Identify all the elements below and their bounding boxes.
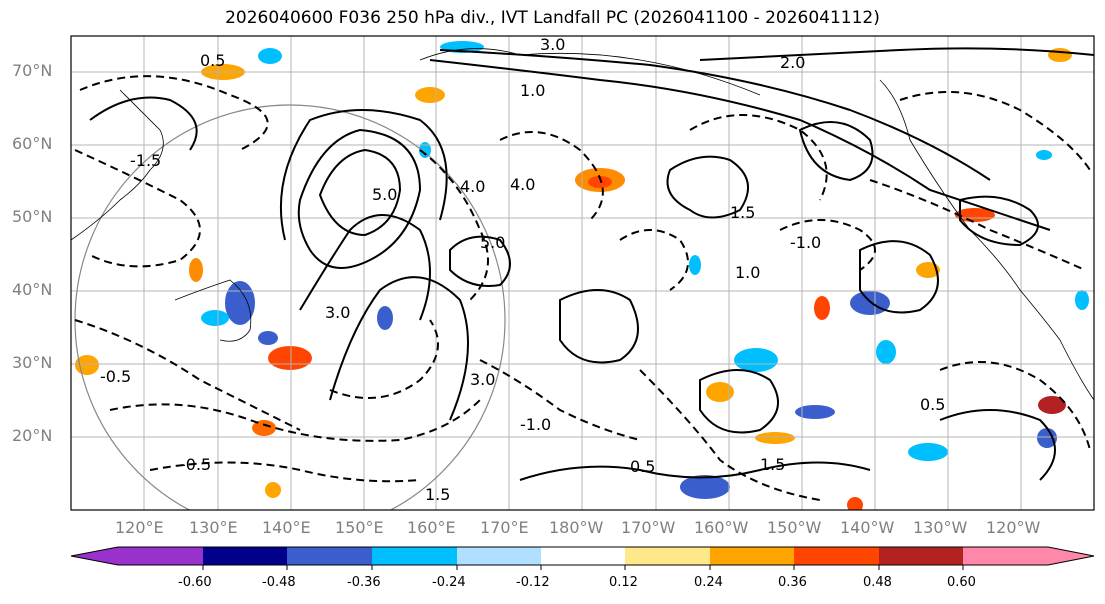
- div-patch: [1036, 150, 1052, 160]
- div-patch: [734, 348, 778, 372]
- lon-label: 150°E: [335, 518, 384, 537]
- colorbar-tick-label: 0.60: [947, 575, 976, 590]
- contour-label: 0.5: [920, 395, 945, 414]
- div-patch: [377, 306, 393, 330]
- colorbar-tick-label: -0.24: [432, 575, 466, 590]
- contour-label: 1.0: [735, 263, 760, 282]
- colorbar: [70, 546, 1095, 570]
- div-patch: [847, 497, 863, 510]
- div-patch: [258, 331, 278, 345]
- colorbar-tick-label: 0.36: [778, 575, 807, 590]
- colorbar-extend-low: [71, 547, 203, 565]
- contour-labels: 3.0 2.0 1.0 1.5 0.5 -0.5 -1.0 -1.5 3.0 5…: [100, 35, 945, 504]
- lat-label: 70°N: [12, 61, 53, 80]
- div-patch: [680, 475, 730, 499]
- lon-label: 130°E: [189, 518, 238, 537]
- contour-label: 1.0: [520, 81, 545, 100]
- div-patch: [908, 443, 948, 461]
- div-patch: [689, 255, 701, 275]
- colorbar-tick-label: 0.48: [863, 575, 892, 590]
- div-patch: [1048, 48, 1072, 62]
- contour-label: 5.0: [480, 233, 505, 252]
- contour-label: 2.0: [780, 53, 805, 72]
- contour-label: 5.0: [372, 185, 397, 204]
- div-patch: [258, 48, 282, 64]
- contour-label: 4.0: [460, 177, 485, 196]
- colorbar-segment: [203, 547, 287, 565]
- contour-label: 3.0: [470, 370, 495, 389]
- colorbar-tick-label: -0.60: [178, 575, 212, 590]
- contour-label: -1.5: [130, 151, 161, 170]
- lon-label: 120°E: [115, 518, 164, 537]
- lon-label: 150°W: [767, 518, 822, 537]
- colorbar-segment: [710, 547, 794, 565]
- colorbar-segment: [541, 547, 625, 565]
- dashed-contours: [74, 75, 1091, 501]
- colorbar-segment: [372, 547, 457, 565]
- div-patch: [225, 281, 255, 325]
- colorbar-tick-label: 0.24: [694, 575, 723, 590]
- colorbar-segment: [457, 547, 541, 565]
- lon-label: 160°E: [407, 518, 456, 537]
- div-patch: [1037, 428, 1057, 448]
- contour-label: -1.0: [520, 415, 551, 434]
- colorbar-segment: [794, 547, 879, 565]
- lon-label: 120°W: [986, 518, 1041, 537]
- solid-contours: [89, 47, 1094, 481]
- colorbar-segment: [625, 547, 710, 565]
- div-patch: [189, 258, 203, 282]
- contour-label: 1.5: [730, 203, 755, 222]
- lon-label: 140°E: [262, 518, 311, 537]
- div-patch: [916, 262, 940, 278]
- map-frame: [70, 35, 1095, 511]
- lon-label: 170°W: [621, 518, 676, 537]
- div-patch: [876, 340, 896, 364]
- div-patch: [268, 346, 312, 370]
- lon-label: 160°W: [694, 518, 749, 537]
- div-patch: [795, 405, 835, 419]
- colorbar-tick-label: -0.36: [347, 575, 381, 590]
- colorbar-tick-label: -0.12: [516, 575, 550, 590]
- contour-label: -1.0: [790, 233, 821, 252]
- lon-label: 140°W: [840, 518, 895, 537]
- div-patch: [588, 176, 612, 188]
- contour-label: -0.5: [180, 455, 211, 474]
- div-patch: [201, 310, 229, 326]
- contour-label: 1.5: [425, 485, 450, 504]
- colorbar-extend-high: [963, 547, 1094, 565]
- div-patch: [415, 87, 445, 103]
- colorbar-tick-label: 0.12: [609, 575, 638, 590]
- lat-label: 30°N: [12, 353, 53, 372]
- lon-label: 180°W: [549, 518, 604, 537]
- lat-label: 20°N: [12, 426, 53, 445]
- map-title: 2026040600 F036 250 hPa div., IVT Landfa…: [225, 8, 880, 28]
- contour-label: 0.5: [630, 457, 655, 476]
- contour-label: -0.5: [100, 367, 131, 386]
- div-patch: [252, 420, 276, 436]
- lon-label: 130°W: [913, 518, 968, 537]
- contour-label: 0.5: [200, 51, 225, 70]
- div-patch: [1038, 396, 1066, 414]
- div-patch: [755, 432, 795, 444]
- contour-label: 3.0: [540, 35, 565, 54]
- lat-label: 40°N: [12, 280, 53, 299]
- contour-label: 4.0: [510, 175, 535, 194]
- colorbar-segment: [879, 547, 963, 565]
- contour-label: 3.0: [325, 303, 350, 322]
- lon-label: 170°E: [480, 518, 529, 537]
- div-patch: [1075, 290, 1089, 310]
- div-patch: [419, 142, 431, 158]
- lat-label: 50°N: [12, 207, 53, 226]
- div-patch: [706, 382, 734, 402]
- colorbar-segment: [287, 547, 372, 565]
- colorbar-outline: [70, 546, 1095, 566]
- lat-label: 60°N: [12, 134, 53, 153]
- div-patch: [265, 482, 281, 498]
- div-patch: [814, 296, 830, 320]
- contour-label: 1.5: [760, 455, 785, 474]
- colorbar-tick-label: -0.48: [262, 575, 296, 590]
- div-patch: [850, 291, 890, 315]
